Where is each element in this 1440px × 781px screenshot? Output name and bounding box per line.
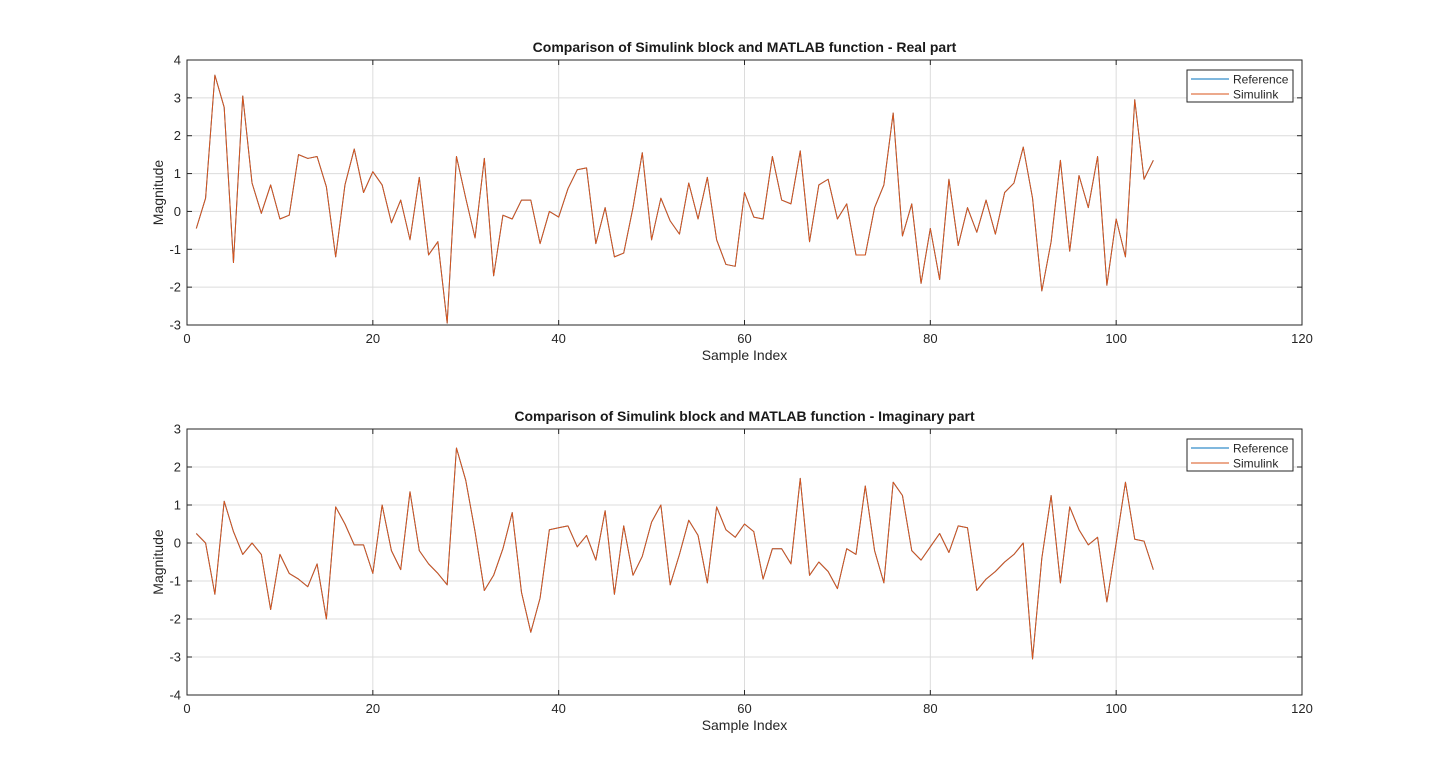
imag-legend-box: [1186, 438, 1294, 472]
real-chart-title: Comparison of Simulink block and MATLAB …: [533, 39, 957, 55]
real-y-tick-label: 3: [174, 90, 181, 105]
real-y-tick-label: -1: [169, 242, 181, 257]
real-x-tick-label: 40: [551, 331, 565, 346]
real-x-tick-label: 100: [1105, 331, 1127, 346]
real-axes-box: [186, 59, 1303, 326]
real-legend-box: [1186, 69, 1294, 103]
imag-legend-label-reference: Reference: [1233, 442, 1289, 456]
imag-y-tick-label: 0: [174, 536, 181, 551]
imag-series-simulink-line: [195, 447, 1154, 660]
imag-legend-label-simulink: Simulink: [1233, 457, 1279, 471]
real-x-tick-label: 60: [737, 331, 751, 346]
real-x-axis-label: Sample Index: [702, 347, 788, 363]
imag-y-tick-label: 1: [174, 498, 181, 513]
real-y-axis-label: Magnitude: [150, 160, 166, 226]
imag-y-tick-label: 3: [174, 422, 181, 437]
imaginary-part-axes: 0 20 40 60 80 100 120 -4 -3 -2 -1 0 1 2 3 Comparison of…: [150, 408, 1313, 733]
imag-y-tick-label: -4: [169, 688, 181, 703]
imag-y-tick-label: -3: [169, 650, 181, 665]
imag-y-tick-label: -1: [169, 574, 181, 589]
imag-x-tick-label: 40: [551, 701, 565, 716]
imag-x-tick-label: 100: [1105, 701, 1127, 716]
real-y-tick-label: 2: [174, 128, 181, 143]
imag-y-axis-label: Magnitude: [150, 529, 166, 595]
real-legend-label-reference: Reference: [1233, 73, 1289, 87]
imag-x-tick-label: 120: [1291, 701, 1313, 716]
real-y-tick-label: 1: [174, 166, 181, 181]
real-legend-label-simulink: Simulink: [1233, 88, 1279, 102]
imag-x-tick-label: 0: [183, 701, 190, 716]
real-x-tick-label: 120: [1291, 331, 1313, 346]
imag-y-tick-label: -2: [169, 612, 181, 627]
imag-x-tick-label: 80: [923, 701, 937, 716]
real-series-simulink-line: [195, 74, 1154, 324]
real-y-tick-label: 4: [174, 53, 181, 68]
real-x-tick-label: 0: [183, 331, 190, 346]
imag-x-tick-label: 20: [366, 701, 380, 716]
imag-axes-box: [186, 428, 1303, 696]
imag-x-axis-label: Sample Index: [702, 717, 788, 733]
real-part-axes: 0 20 40 60 80 100 120 -3 -2 -1 0 1 2 3 4 Comparison of …: [150, 39, 1313, 363]
real-x-tick-label: 20: [366, 331, 380, 346]
real-y-tick-label: 0: [174, 204, 181, 219]
real-x-tick-label: 80: [923, 331, 937, 346]
imag-y-tick-label: 2: [174, 460, 181, 475]
real-y-tick-label: -3: [169, 318, 181, 333]
real-y-tick-label: -2: [169, 280, 181, 295]
imag-x-tick-label: 60: [737, 701, 751, 716]
imag-chart-title: Comparison of Simulink block and MATLAB …: [514, 408, 975, 424]
